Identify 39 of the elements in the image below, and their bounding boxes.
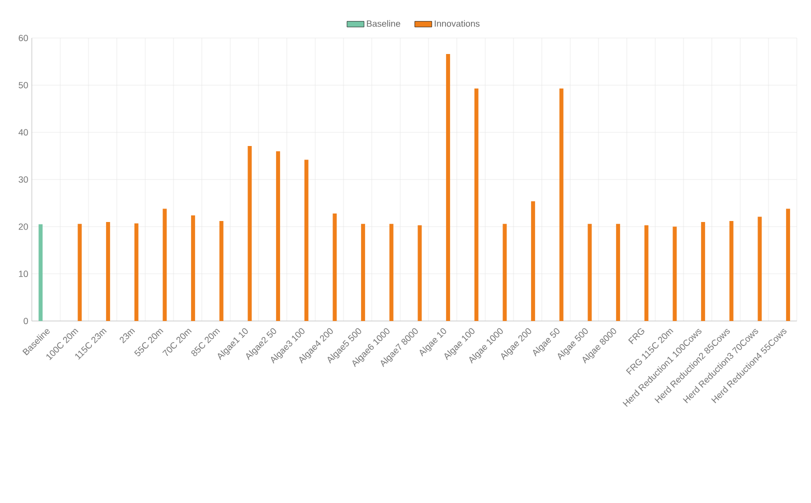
bar: [616, 224, 620, 321]
bar: [531, 201, 536, 321]
legend-label: Innovations: [434, 20, 480, 27]
bar: [672, 226, 677, 321]
bar: [78, 224, 82, 321]
bar: [219, 221, 224, 321]
bar: [502, 224, 507, 321]
bar: [332, 213, 337, 321]
bar: [418, 225, 422, 321]
bar: [276, 151, 280, 321]
bar: [758, 216, 762, 321]
bar: [134, 223, 138, 321]
bar: [361, 224, 366, 321]
bar: [389, 224, 394, 321]
bar: [162, 208, 167, 321]
bar: [38, 224, 43, 321]
bar: [446, 54, 450, 321]
bar: [559, 88, 564, 321]
y-tick-label: 30: [18, 176, 28, 183]
y-tick-label: 60: [18, 34, 28, 42]
bar: [474, 88, 478, 321]
bar: [304, 160, 308, 321]
x-tick-label: 70C 20m: [162, 328, 192, 356]
legend-label: Baseline: [366, 20, 400, 27]
y-tick-label: 20: [18, 223, 28, 230]
bar: [191, 215, 196, 321]
y-tick-label: 10: [19, 270, 28, 278]
x-tick-label: 55C 20m: [134, 328, 164, 356]
bar: [786, 208, 790, 321]
bar: [588, 224, 592, 321]
bar: [248, 146, 252, 321]
y-tick-label: 40: [18, 129, 28, 136]
bar: [644, 225, 648, 321]
y-tick-label: 0: [24, 318, 28, 324]
y-tick-label: 50: [18, 82, 28, 88]
bar: [729, 221, 734, 321]
bar: [106, 222, 110, 321]
x-tick-label: 23m: [120, 328, 136, 344]
bar: [701, 222, 706, 321]
